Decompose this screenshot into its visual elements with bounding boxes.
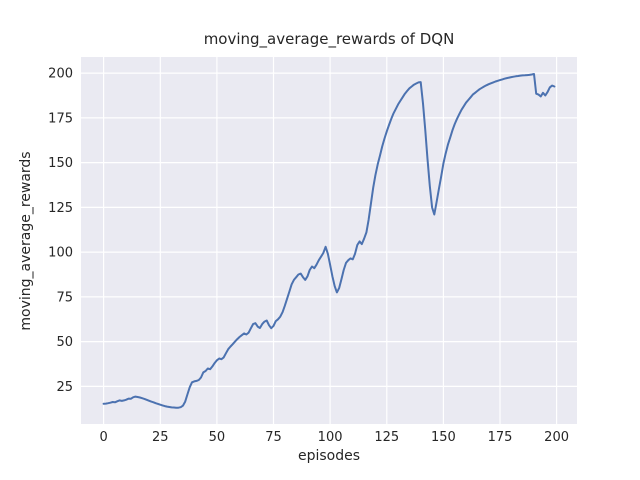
y-tick-label: 50 — [56, 335, 73, 350]
y-tick-label: 175 — [48, 111, 73, 126]
y-tick-label: 125 — [48, 201, 73, 216]
x-tick-label: 50 — [209, 430, 226, 445]
x-tick-label: 25 — [152, 430, 169, 445]
y-tick-label: 100 — [48, 246, 73, 261]
y-tick-label: 150 — [48, 156, 73, 171]
plot-area — [81, 57, 577, 424]
x-tick-label: 150 — [431, 430, 456, 445]
x-tick-label: 0 — [99, 430, 107, 445]
x-tick-label: 175 — [488, 430, 513, 445]
x-axis-label: episodes — [297, 448, 361, 464]
x-tick-label: 75 — [265, 430, 282, 445]
x-tick-label: 100 — [318, 430, 343, 445]
chart-title: moving_average_rewards of DQN — [203, 30, 455, 48]
series-line — [102, 73, 556, 409]
x-tick-label: 200 — [544, 430, 569, 445]
y-tick-label: 200 — [48, 67, 73, 82]
y-axis-label: moving_average_rewards — [18, 151, 34, 331]
y-tick-label: 75 — [56, 290, 73, 305]
y-tick-label: 25 — [56, 380, 73, 395]
x-tick-label: 125 — [374, 430, 399, 445]
